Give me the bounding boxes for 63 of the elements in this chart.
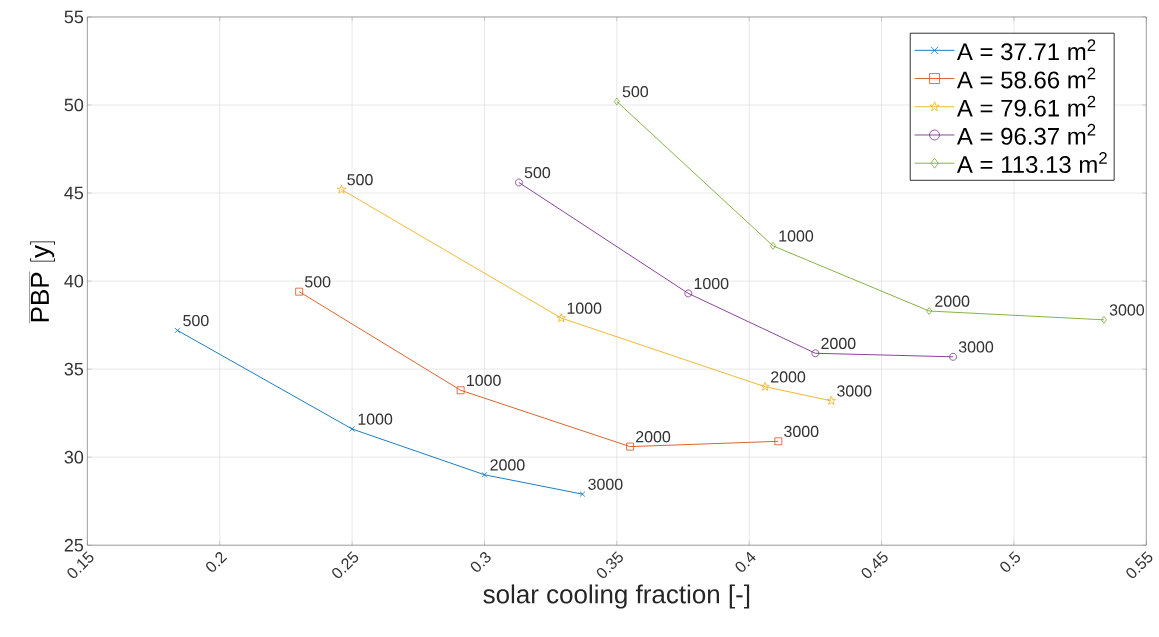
legend-label: A = 96.37 m$^{2}$ [956,123,1096,145]
y-tick-label: 45 [64,186,84,200]
annotation: 500 [524,166,551,179]
point [481,471,488,478]
point [579,491,586,497]
annotation: 2000 [490,459,525,471]
point [295,287,304,296]
x-tick-label: 0.15 [67,551,94,579]
point [949,352,957,361]
x-tick-label: 0.3 [470,552,491,572]
point [514,178,523,187]
point [760,381,770,391]
annotation: 3000 [588,478,623,490]
annotation: 500 [347,174,373,186]
legend-label: A = 58.66 m$^{2}$ [956,67,1096,89]
y-tick-label: 40 [64,274,84,288]
x-axis-title: solar cooling fraction [-] [483,584,750,609]
annotation: 1000 [358,413,393,425]
point [774,437,783,446]
y-tick-label: 25 [64,538,84,552]
annotation: 3000 [1109,304,1145,316]
point [1100,315,1107,324]
point [770,241,777,250]
point [811,349,820,358]
annotation: 2000 [935,295,970,307]
annotation: 1000 [694,277,729,290]
legend-label: A = 113.13 m$^{2}$ [956,152,1107,174]
annotation: 500 [304,276,331,288]
x-tick-label: 0.25 [332,551,359,579]
annotation: 3000 [837,385,872,397]
x-tick-label: 0.55 [1126,551,1153,579]
annotation: 3000 [784,425,819,438]
point [626,442,634,451]
x-tick-label: 0.2 [206,552,228,572]
point [456,386,465,395]
point [684,289,693,298]
annotation: 2000 [636,431,671,443]
annotation: 1000 [567,302,602,314]
point [336,184,347,194]
y-tick-label: 50 [64,98,84,112]
x-tick-label: 0.4 [735,551,756,572]
x-tick-label: 0.5 [1000,551,1021,572]
annotation: 2000 [771,371,806,383]
y-tick-label: 30 [64,450,84,464]
point [826,395,836,405]
annotation: 1000 [779,230,814,242]
point [613,97,620,106]
point [349,426,355,432]
point [174,327,181,334]
annotation: 1000 [467,374,501,387]
point [926,307,933,315]
annotation: 500 [622,85,649,98]
annotation: 3000 [958,341,994,353]
y-tick-label: 35 [64,362,84,376]
annotation: 2000 [821,337,856,350]
point [556,313,566,323]
legend-label: A = 37.71 m$^{2}$ [956,39,1096,61]
y-tick-label: 55 [64,10,84,24]
x-tick-label: 0.35 [596,551,623,579]
y-axis-title: $\overline{\mathsf{PBP}}\ \mathsf{[y]}$ [29,241,55,324]
annotation: 500 [183,314,209,327]
legend-label: A = 79.61 m$^{2}$ [956,95,1096,117]
x-tick-label: 0.45 [861,551,888,579]
